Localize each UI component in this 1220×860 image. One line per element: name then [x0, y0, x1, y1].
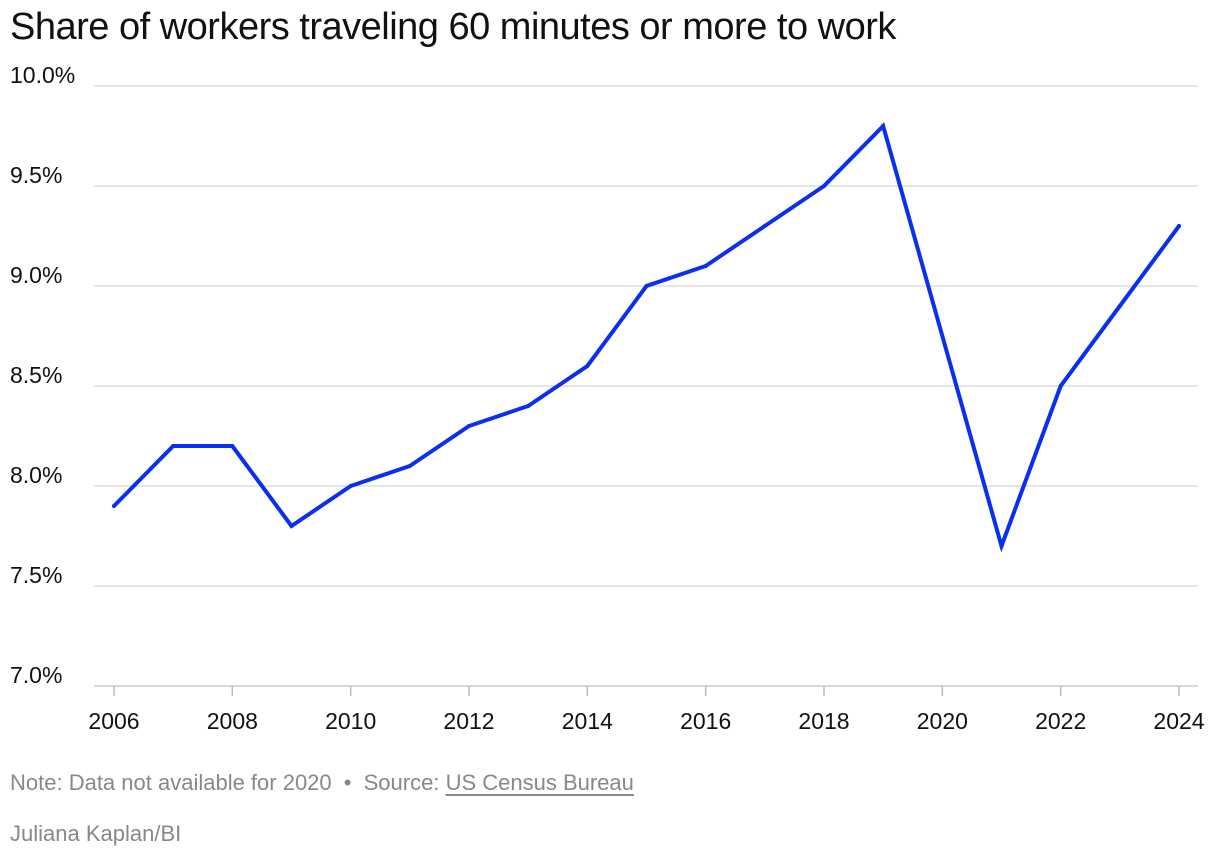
- data-point: [999, 544, 1004, 548]
- data-point: [526, 404, 531, 408]
- data-point: [703, 264, 708, 268]
- y-tick-label: 7.5%: [10, 562, 62, 588]
- data-point: [585, 364, 590, 368]
- chart-credit: Juliana Kaplan/BI: [10, 821, 182, 846]
- y-tick-label: 8.0%: [10, 462, 62, 488]
- x-tick-label: 2020: [917, 708, 968, 734]
- data-point: [1177, 224, 1181, 228]
- x-tick-label: 2012: [443, 708, 494, 734]
- footnote-separator: •: [343, 770, 352, 795]
- x-tick-label: 2006: [88, 708, 139, 734]
- x-tick-label: 2018: [798, 708, 849, 734]
- x-tick-label: 2016: [680, 708, 731, 734]
- series-layer: [112, 122, 1181, 553]
- x-tick-label: 2014: [562, 708, 613, 734]
- chart-footnote: Note: Data not available for 2020 • Sour…: [10, 770, 634, 796]
- data-point: [881, 124, 886, 128]
- data-note: Note: Data not available for 2020: [10, 770, 332, 795]
- data-point: [467, 424, 471, 428]
- data-point: [289, 524, 294, 528]
- data-point: [1117, 304, 1122, 308]
- data-point: [348, 484, 353, 488]
- series-line: [112, 122, 1181, 553]
- x-tick-label: 2024: [1153, 708, 1204, 734]
- data-point: [1058, 384, 1063, 388]
- y-tick-label: 9.5%: [10, 162, 62, 188]
- data-point: [171, 444, 176, 448]
- data-point: [407, 464, 412, 468]
- source-prefix: Source:: [363, 770, 440, 795]
- data-point: [230, 444, 235, 448]
- data-point: [762, 224, 767, 228]
- x-axis: [94, 685, 1198, 696]
- chart-title: Share of workers traveling 60 minutes or…: [10, 6, 896, 48]
- data-point: [644, 284, 649, 288]
- source-link[interactable]: US Census Bureau: [445, 770, 634, 795]
- data-point: [822, 184, 826, 188]
- x-tick-label: 2008: [207, 708, 258, 734]
- y-tick-label: 7.0%: [10, 662, 62, 688]
- y-tick-label: 10.0%: [10, 62, 75, 88]
- grid-lines: [94, 85, 1198, 587]
- tick-labels: 10.0% 9.5% 9.0% 8.5% 8.0% 7.5% 7.0% 2006 2008 201…: [10, 62, 1205, 734]
- data-point: [112, 504, 116, 508]
- x-tick-label: 2010: [325, 708, 376, 734]
- x-tick-label: 2022: [1035, 708, 1086, 734]
- y-tick-label: 8.5%: [10, 362, 62, 388]
- y-tick-label: 9.0%: [10, 262, 62, 288]
